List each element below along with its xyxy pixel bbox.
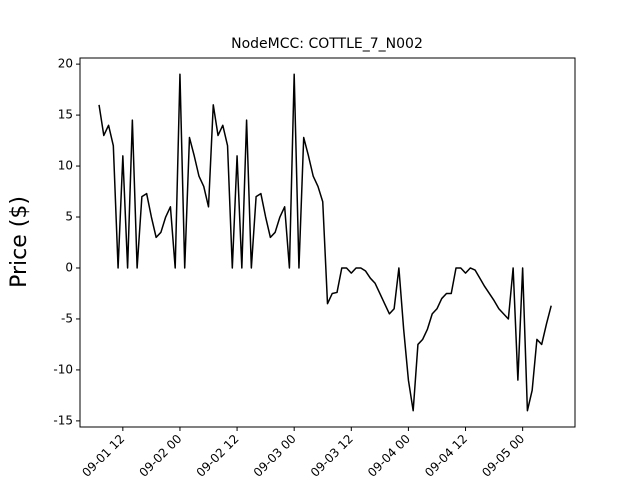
y-tick-label: 5 [65,210,73,224]
chart-title: NodeMCC: COTTLE_7_N002 [231,36,423,52]
price-line [98,73,552,412]
y-tick-label: -15 [53,413,73,427]
y-tick-label: 10 [58,159,73,173]
y-tick-label: 20 [58,57,73,71]
plot-frame [79,57,576,428]
y-tick-label: 15 [58,108,73,122]
y-tick-label: -5 [61,311,73,325]
y-tick-label: 0 [65,260,73,274]
y-axis-label: Price ($) [7,196,32,288]
y-tick-label: -10 [53,362,73,376]
